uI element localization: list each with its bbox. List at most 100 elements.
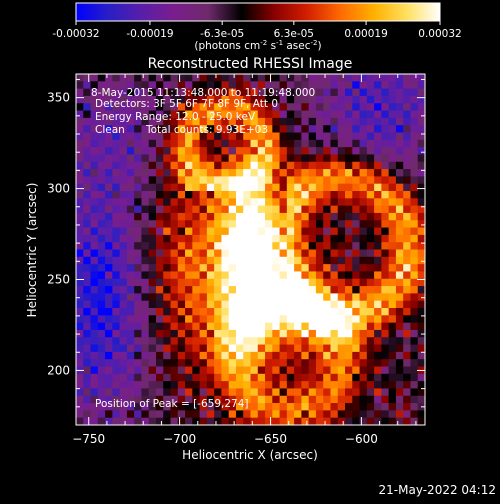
- heatmap-cell: [119, 278, 128, 287]
- heatmap-cell: [141, 183, 150, 192]
- heatmap-cell: [294, 161, 302, 170]
- heatmap-cell: [185, 169, 193, 177]
- heatmap-cell: [308, 220, 317, 229]
- heatmap-cell: [323, 161, 332, 170]
- heatmap-cell: [221, 117, 230, 126]
- heatmap-cell: [155, 161, 164, 170]
- heatmap-cell: [388, 242, 397, 251]
- heatmap-cell: [265, 88, 273, 97]
- heatmap-cell: [265, 125, 273, 134]
- heatmap-cell: [112, 264, 121, 273]
- heatmap-cell: [141, 410, 150, 419]
- colorbar: -0.00032 -0.00019 -6.3e-05 6.3e-05 0.00019 0.…: [52, 2, 462, 52]
- heatmap-cell: [265, 139, 273, 148]
- heatmap-cell: [112, 337, 121, 346]
- heatmap-cell: [221, 169, 230, 177]
- heatmap-cell: [272, 147, 281, 156]
- heatmap-cell: [381, 417, 390, 425]
- heatmap-cell: [337, 205, 346, 214]
- heatmap-cell: [177, 110, 186, 119]
- heatmap-cell: [345, 359, 353, 368]
- heatmap-cell: [221, 103, 230, 112]
- heatmap-cell: [105, 183, 113, 192]
- heatmap-cell: [257, 278, 266, 287]
- heatmap-cell: [126, 388, 135, 397]
- heatmap-cell: [243, 103, 252, 112]
- heatmap-cell: [206, 359, 215, 368]
- heatmap-cell: [352, 271, 361, 280]
- heatmap-cell: [286, 410, 295, 419]
- heatmap-cell: [155, 139, 164, 148]
- heatmap-cell: [337, 88, 346, 97]
- heatmap-cell: [330, 373, 339, 382]
- heatmap-cell: [163, 256, 172, 265]
- heatmap-cell: [374, 300, 382, 309]
- heatmap-cell: [265, 161, 273, 170]
- heatmap-cell: [388, 286, 397, 294]
- heatmap-cell: [403, 329, 412, 338]
- heatmap-cell: [366, 293, 375, 302]
- heatmap-cell: [141, 293, 150, 302]
- heatmap-cell: [323, 329, 332, 338]
- heatmap-cell: [90, 388, 99, 397]
- heatmap-cell: [206, 234, 215, 243]
- heatmap-cell: [417, 169, 425, 177]
- heatmap-cell: [374, 344, 382, 353]
- heatmap-cell: [330, 271, 339, 280]
- heatmap-cell: [214, 81, 223, 90]
- heatmap-cell: [105, 95, 113, 104]
- heatmap-cell: [235, 132, 244, 141]
- heatmap-cell: [206, 278, 215, 287]
- heatmap-cell: [301, 308, 310, 316]
- heatmap-cell: [90, 103, 99, 112]
- heatmap-cell: [192, 139, 201, 148]
- heatmap-cell: [388, 278, 397, 287]
- heatmap-cell: [345, 366, 353, 375]
- heatmap-cell: [148, 373, 157, 382]
- heatmap-cell: [366, 81, 375, 90]
- heatmap-cell: [177, 95, 186, 104]
- heatmap-cell: [374, 286, 382, 294]
- heatmap-cell: [185, 293, 193, 302]
- heatmap-cell: [83, 329, 92, 338]
- heatmap-cell: [83, 161, 92, 170]
- heatmap-cell: [112, 161, 121, 170]
- heatmap-cell: [214, 176, 223, 185]
- heatmap-cell: [366, 242, 375, 251]
- heatmap-cell: [315, 381, 324, 390]
- heatmap-cell: [279, 88, 288, 97]
- heatmap-cell: [272, 132, 281, 141]
- heatmap-cell: [214, 322, 223, 331]
- heatmap-cell: [315, 139, 324, 148]
- heatmap-cell: [185, 132, 193, 141]
- heatmap-cell: [90, 344, 99, 353]
- heatmap-cell: [221, 227, 230, 236]
- heatmap-cell: [105, 278, 113, 287]
- heatmap-cell: [148, 264, 157, 273]
- heatmap-cell: [250, 271, 259, 280]
- heatmap-cell: [250, 417, 259, 425]
- heatmap-cell: [294, 278, 302, 287]
- heatmap-cell: [330, 154, 339, 163]
- heatmap-cell: [388, 147, 397, 156]
- heatmap-cell: [170, 212, 179, 221]
- heatmap-cell: [112, 256, 121, 265]
- heatmap-cell: [83, 395, 92, 404]
- heatmap-cell: [286, 154, 295, 163]
- heatmap-cell: [83, 359, 92, 368]
- heatmap-cell: [185, 147, 193, 156]
- heatmap-cell: [345, 234, 353, 243]
- heatmap-cell: [221, 125, 230, 134]
- heatmap-cell: [352, 183, 361, 192]
- heatmap-cell: [330, 183, 339, 192]
- heatmap-cell: [345, 271, 353, 280]
- heatmap-cell: [366, 410, 375, 419]
- heatmap-cell: [272, 154, 281, 163]
- heatmap-cell: [214, 373, 223, 382]
- heatmap-cell: [97, 308, 106, 316]
- heatmap-cell: [286, 74, 295, 82]
- heatmap-cell: [279, 212, 288, 221]
- heatmap-cell: [286, 337, 295, 346]
- heatmap-cell: [228, 176, 237, 185]
- heatmap-cell: [337, 147, 346, 156]
